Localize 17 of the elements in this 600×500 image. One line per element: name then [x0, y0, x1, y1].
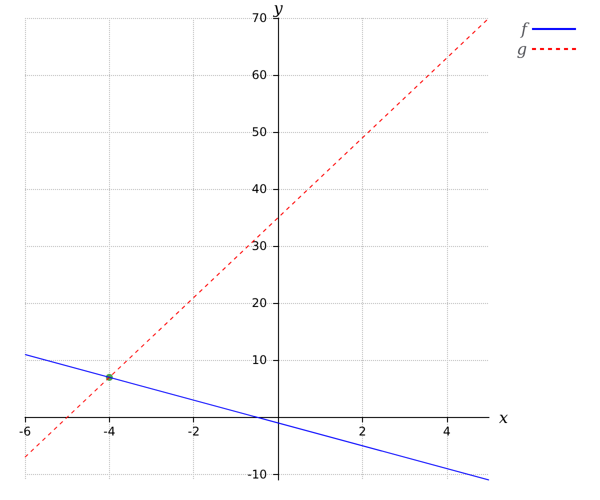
y-axis-title: y	[272, 0, 284, 18]
x-tick-label: -2	[188, 424, 200, 438]
y-tick-label: 30	[252, 239, 268, 254]
legend-label: f	[520, 20, 530, 38]
y-tick-label: 40	[252, 182, 268, 196]
x-axis-title: x	[499, 408, 508, 427]
x-tick-label: -4	[103, 424, 116, 438]
y-tick-label: 50	[252, 125, 268, 140]
y-tick-label: 60	[252, 68, 268, 82]
y-tick-label: 20	[252, 296, 268, 310]
x-tick-label: 2	[358, 424, 366, 438]
legend-label: g	[516, 40, 527, 58]
y-tick-label: 70	[252, 11, 268, 25]
x-tick-label: -6	[19, 424, 31, 438]
x-tick-label: 4	[443, 424, 451, 438]
y-tick-label: -10	[247, 467, 268, 482]
y-tick-label: 10	[252, 353, 268, 368]
